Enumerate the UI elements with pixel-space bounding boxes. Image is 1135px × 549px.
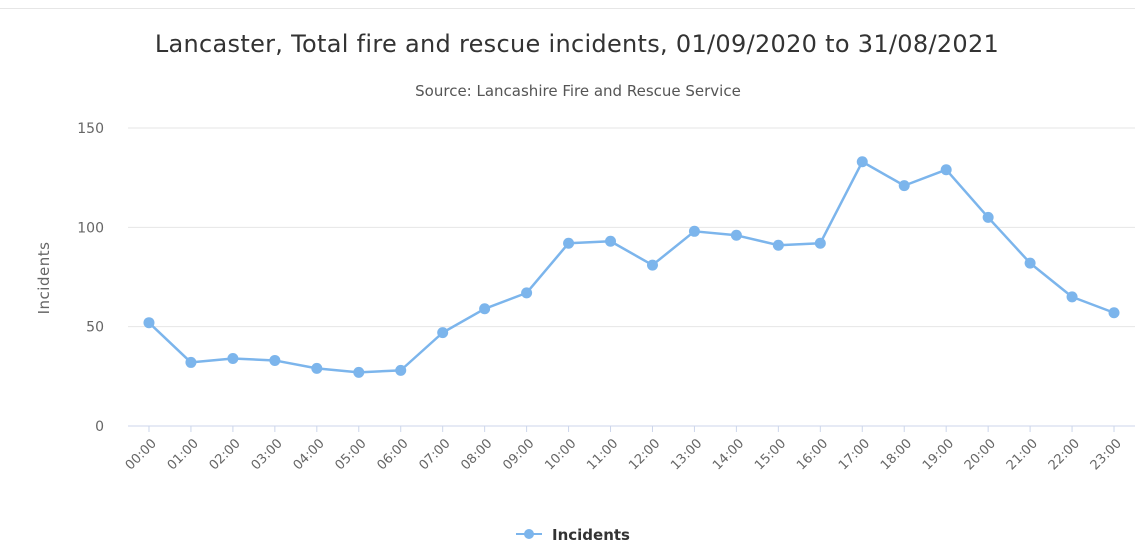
data-point[interactable] (772, 239, 784, 251)
y-axis-label: Incidents (35, 242, 53, 315)
data-point[interactable] (1108, 307, 1120, 319)
x-tick-label: 00:00 (123, 436, 160, 473)
legend-item-incidents[interactable]: Incidents (552, 526, 630, 544)
y-axis-ticks: 0 50 100 150 (77, 121, 104, 435)
x-tick-label: 05:00 (332, 436, 369, 473)
data-point[interactable] (185, 356, 197, 368)
top-divider (0, 8, 1135, 9)
data-point[interactable] (143, 317, 155, 329)
x-tick-label: 12:00 (626, 436, 663, 473)
x-tick-label: 07:00 (416, 436, 453, 473)
data-point[interactable] (479, 303, 491, 315)
data-point[interactable] (1024, 257, 1036, 269)
x-tick-label: 11:00 (584, 436, 621, 473)
data-point[interactable] (269, 354, 281, 366)
legend-marker-icon (524, 529, 534, 539)
x-tick-label: 14:00 (710, 436, 747, 473)
series-line (148, 160, 1115, 374)
x-tick-label: 19:00 (920, 436, 957, 473)
chart-title: Lancaster, Total fire and rescue inciden… (155, 30, 999, 58)
x-tick-label: 13:00 (668, 436, 705, 473)
data-point[interactable] (227, 352, 239, 364)
data-point[interactable] (688, 225, 700, 237)
data-point[interactable] (940, 164, 952, 176)
x-tick-label: 22:00 (1046, 436, 1083, 473)
x-tick-label: 02:00 (207, 436, 244, 473)
x-tick-label: 16:00 (794, 436, 831, 473)
x-tick-label: 03:00 (249, 436, 286, 473)
x-tick-label: 18:00 (878, 436, 915, 473)
chart-subtitle: Source: Lancashire Fire and Rescue Servi… (415, 82, 741, 100)
legend[interactable]: Incidents (516, 526, 630, 544)
data-point[interactable] (646, 259, 658, 271)
x-tick-label: 06:00 (374, 436, 411, 473)
data-point[interactable] (395, 364, 407, 376)
x-tick-label: 08:00 (458, 436, 495, 473)
data-point[interactable] (856, 156, 868, 168)
x-tick-label: 21:00 (1004, 436, 1041, 473)
data-point[interactable] (521, 287, 533, 299)
data-point[interactable] (437, 327, 449, 339)
data-point[interactable] (353, 366, 365, 378)
y-tick-label: 50 (86, 320, 104, 336)
y-tick-label: 100 (77, 220, 104, 236)
x-tick-label: 04:00 (291, 436, 328, 473)
data-point[interactable] (563, 237, 575, 249)
x-tick-label: 15:00 (752, 436, 789, 473)
data-point[interactable] (1066, 291, 1078, 303)
data-point[interactable] (814, 237, 826, 249)
x-tick-label: 20:00 (962, 436, 999, 473)
data-point[interactable] (730, 229, 742, 241)
data-point[interactable] (605, 235, 617, 247)
data-point[interactable] (898, 180, 910, 192)
x-tick-label: 10:00 (542, 436, 579, 473)
data-point[interactable] (311, 362, 323, 374)
grid-lines (128, 127, 1135, 427)
series-incidents (143, 156, 1120, 378)
x-tick-label: 09:00 (500, 436, 537, 473)
x-tick-label: 17:00 (836, 436, 873, 473)
data-point[interactable] (982, 211, 994, 223)
x-tick-label: 23:00 (1088, 436, 1125, 473)
x-tick-label: 01:00 (165, 436, 202, 473)
y-tick-label: 150 (77, 121, 104, 137)
x-axis-ticks: 00:00 01:00 02:00 03:00 04:00 05:00 06:00 07:00… (123, 426, 1125, 473)
y-tick-label: 0 (95, 419, 104, 435)
